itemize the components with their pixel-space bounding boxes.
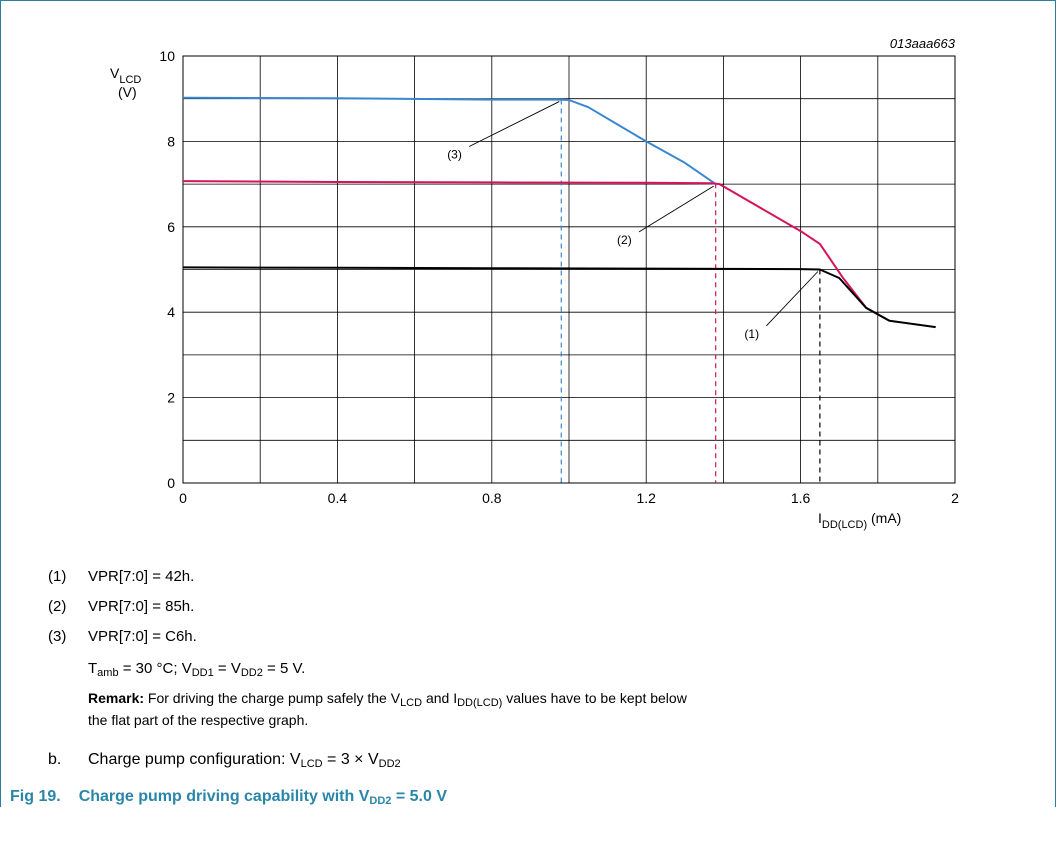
x-tick-label: 0.8 [482, 490, 502, 506]
note-2-text: VPR[7:0] = 85h. [88, 598, 195, 615]
line-chart: 0 0.4 0.8 1.2 1.6 2 0 2 4 6 8 10 VLCD(V) IDD(LCD) (mA… [110, 36, 959, 531]
figure-frame [0, 0, 1056, 807]
x-axis-label: IDD(LCD) (mA) [818, 510, 901, 531]
x-tick-label: 1.6 [791, 490, 811, 506]
note-3-index: (3) [48, 628, 67, 645]
callout-leader-2 [638, 185, 714, 233]
note-2: (2) VPR[7:0] = 85h. [48, 598, 194, 616]
x-tick-label: 2 [951, 490, 959, 506]
y-tick-label: 10 [159, 48, 175, 64]
note-1: (1) VPR[7:0] = 42h. [48, 568, 194, 586]
remark-line-2: the flat part of the respective graph. [88, 712, 309, 728]
y-tick-label: 6 [167, 219, 175, 235]
plot-area-border [182, 55, 956, 484]
remark-label: Remark: [88, 690, 145, 706]
y-tick-label: 2 [167, 390, 175, 406]
callout-label-3: (3) [447, 147, 462, 161]
figure-id: 013aaa663 [890, 36, 956, 51]
conditions-line: Tamb = 30 °C; VDD1 = VDD2 = 5 V. [88, 660, 306, 679]
note-2-index: (2) [48, 598, 67, 615]
x-tick-label: 1.2 [636, 490, 656, 506]
x-tick-label: 0 [179, 490, 187, 506]
y-tick-label: 0 [167, 475, 175, 491]
callout-label-2: (2) [617, 233, 632, 247]
configuration-line: b. Charge pump configuration: VLCD = 3 × … [48, 751, 401, 770]
figure-number: Fig 19. [10, 788, 61, 805]
y-tick-label: 4 [167, 304, 175, 320]
figure-caption: Fig 19. Charge pump driving capability wi… [10, 788, 447, 807]
series-line-2 [182, 180, 890, 322]
x-tick-label: 0.4 [328, 490, 348, 506]
y-axis-unit: (V) [118, 84, 137, 100]
note-3: (3) VPR[7:0] = C6h. [48, 628, 197, 646]
series-line-1 [182, 266, 936, 329]
note-1-text: VPR[7:0] = 42h. [88, 568, 195, 585]
y-axis-label: VLCD [110, 65, 141, 86]
series-line-3 [182, 96, 717, 185]
callout-leader-1 [766, 271, 819, 327]
note-3-text: VPR[7:0] = C6h. [88, 628, 197, 645]
callout-label-1: (1) [744, 327, 759, 341]
remark-line-1: Remark: For driving the charge pump safe… [88, 690, 687, 709]
callout-leader-3 [468, 101, 560, 147]
y-tick-label: 8 [167, 133, 175, 149]
note-1-index: (1) [48, 568, 67, 585]
